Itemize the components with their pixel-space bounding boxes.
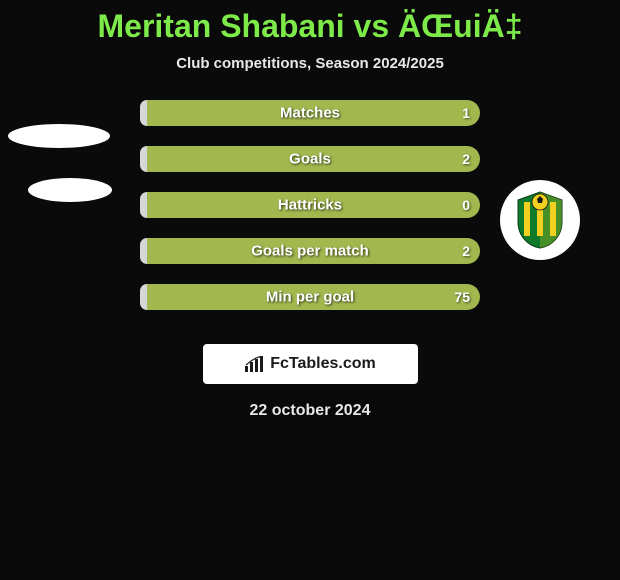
stat-bar-left: [140, 284, 147, 310]
stat-label: Goals per match: [251, 243, 369, 260]
stat-label: Goals: [289, 151, 331, 168]
stat-bar-left: [140, 238, 147, 264]
stat-row: Goals 2: [0, 146, 620, 172]
stat-bar: Goals 2: [140, 146, 480, 172]
stat-bar-left: [140, 100, 147, 126]
stat-row: Matches 1: [0, 100, 620, 126]
club-logo: [500, 180, 580, 260]
stat-value-right: 1: [462, 105, 470, 121]
player-placeholder: [8, 124, 110, 148]
stat-bar-left: [140, 146, 147, 172]
brand-text: FcTables.com: [270, 355, 376, 373]
brand-box: FcTables.com: [203, 344, 418, 384]
stat-label: Matches: [280, 105, 340, 122]
stat-value-right: 2: [462, 243, 470, 259]
stat-row: Min per goal 75: [0, 284, 620, 310]
stat-bar-left: [140, 192, 147, 218]
stat-bar: Matches 1: [140, 100, 480, 126]
stat-bar: Hattricks 0: [140, 192, 480, 218]
stat-bar: Min per goal 75: [140, 284, 480, 310]
stat-label: Min per goal: [266, 289, 354, 306]
stat-value-right: 2: [462, 151, 470, 167]
subtitle: Club competitions, Season 2024/2025: [176, 55, 444, 72]
stat-value-right: 0: [462, 197, 470, 213]
stat-bar: Goals per match 2: [140, 238, 480, 264]
chart-icon: [244, 356, 264, 372]
stat-value-right: 75: [454, 289, 470, 305]
shield-icon: [514, 190, 566, 250]
page-title: Meritan Shabani vs ÄŒuiÄ‡: [98, 8, 523, 45]
player-placeholder: [28, 178, 112, 202]
date-text: 22 october 2024: [250, 402, 371, 420]
stat-label: Hattricks: [278, 197, 342, 214]
